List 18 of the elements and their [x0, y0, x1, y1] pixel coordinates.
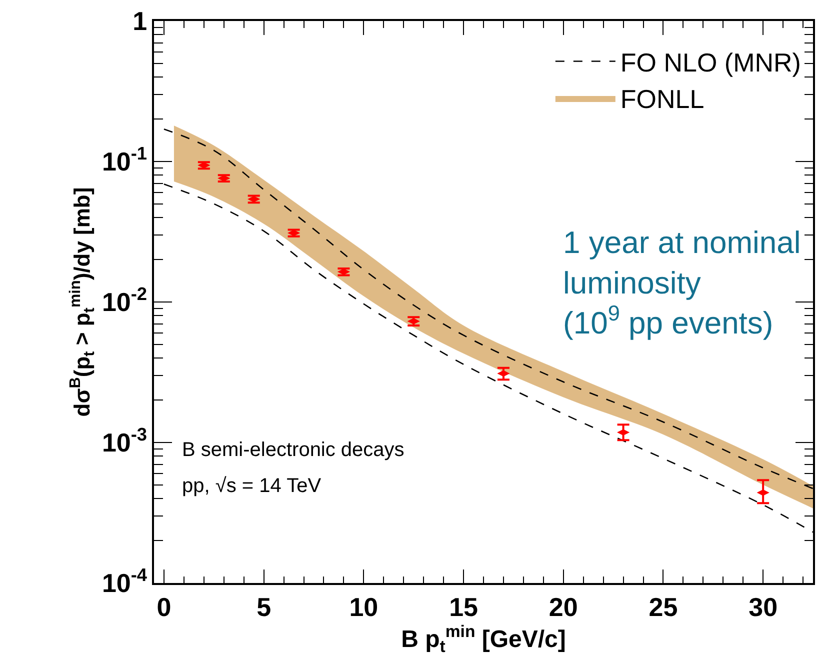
annotation: pp, √s = 14 TeV — [182, 475, 322, 497]
x-tick-label: 5 — [256, 592, 272, 622]
x-axis-title: B p$_{t}$$^{min}$ [GeV/c] — [401, 622, 566, 656]
legend-label: FONLL — [620, 84, 704, 114]
y-tick-label: 10$^{-3}$ — [102, 424, 148, 458]
x-tick-label: 15 — [449, 592, 478, 622]
x-tick-label: 30 — [748, 592, 778, 622]
y-tick-label: 10$^{-1}$ — [102, 144, 148, 177]
y-tick-label: 1 — [132, 6, 148, 36]
x-tick-label: 0 — [156, 592, 172, 622]
y-tick-label: 10$^{-2}$ — [102, 284, 148, 318]
annotation: 1 year at nominal luminosity (10$^{9}$ pp events) — [563, 225, 801, 341]
x-tick-label: 25 — [648, 592, 678, 622]
x-tick-label: 10 — [349, 592, 378, 622]
x-tick-label: 20 — [548, 592, 578, 622]
annotation: B semi-electronic decays — [182, 439, 404, 461]
legend-label: FO NLO (MNR) — [620, 47, 801, 78]
y-tick-label: 10$^{-4}$ — [102, 565, 148, 598]
